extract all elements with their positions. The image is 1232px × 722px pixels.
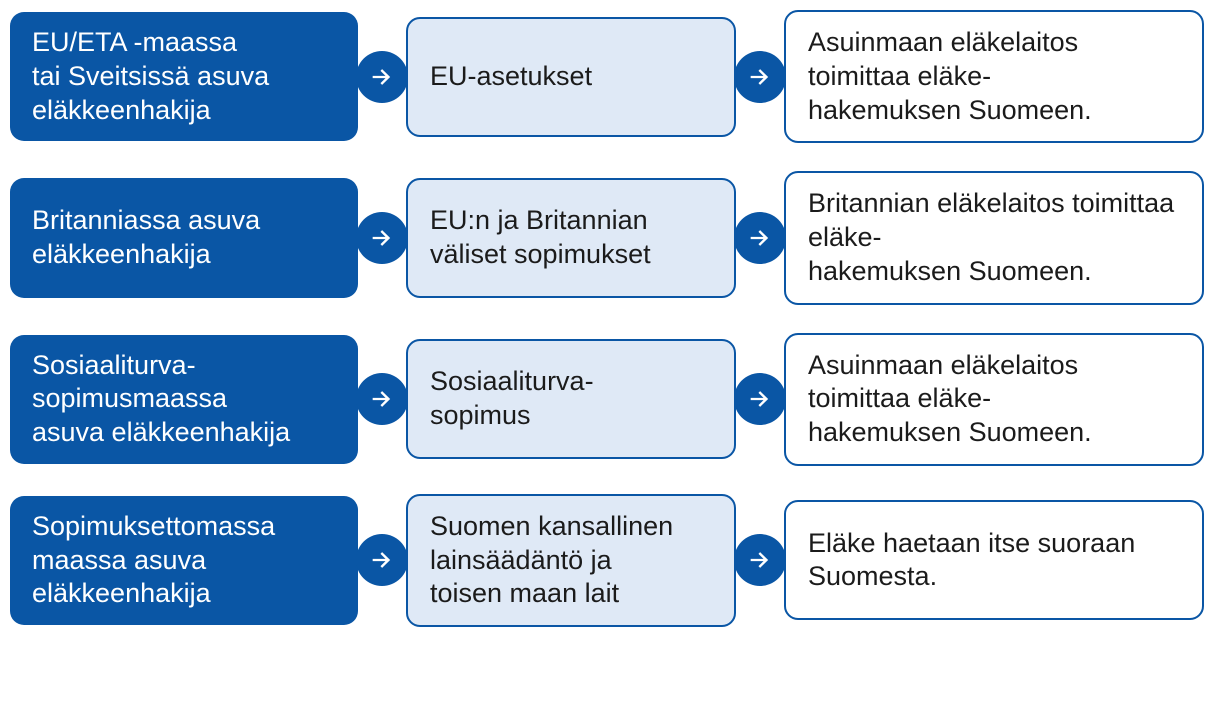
- applicant-box: Britanniassa asuva eläkkeenhakija: [10, 178, 358, 298]
- flow-row: Sopimuksettomassamaassa asuvaeläkkeenhak…: [10, 494, 1222, 627]
- regulation-box: EU:n ja Britannianväliset sopimukset: [406, 178, 736, 298]
- arrow-icon: [734, 51, 786, 103]
- regulation-text: EU-asetukset: [430, 60, 592, 94]
- applicant-box: Sopimuksettomassamaassa asuvaeläkkeenhak…: [10, 496, 358, 625]
- flow-row: EU/ETA -maassatai Sveitsissä asuvaeläkke…: [10, 10, 1222, 143]
- outcome-text: Britannian eläkelaitos toimittaa eläke-h…: [808, 187, 1180, 288]
- regulation-text: Suomen kansallinen lainsäädäntö jatoisen…: [430, 510, 712, 611]
- arrow-icon: [356, 212, 408, 264]
- outcome-text: Asuinmaan eläkelaitos toimittaa eläke-ha…: [808, 349, 1180, 450]
- arrow-icon: [356, 373, 408, 425]
- arrow-icon: [356, 51, 408, 103]
- regulation-text: EU:n ja Britannianväliset sopimukset: [430, 204, 651, 272]
- regulation-box: Sosiaaliturva-sopimus: [406, 339, 736, 459]
- regulation-text: Sosiaaliturva-sopimus: [430, 365, 594, 433]
- regulation-box: EU-asetukset: [406, 17, 736, 137]
- applicant-text: Britanniassa asuva eläkkeenhakija: [32, 204, 336, 272]
- outcome-box: Asuinmaan eläkelaitos toimittaa eläke-ha…: [784, 10, 1204, 143]
- outcome-box: Eläke haetaan itse suoraan Suomesta.: [784, 500, 1204, 620]
- flow-row: Britanniassa asuva eläkkeenhakija EU:n j…: [10, 171, 1222, 304]
- regulation-box: Suomen kansallinen lainsäädäntö jatoisen…: [406, 494, 736, 627]
- pension-application-flowchart: EU/ETA -maassatai Sveitsissä asuvaeläkke…: [10, 10, 1222, 627]
- arrow-icon: [734, 534, 786, 586]
- applicant-text: Sosiaaliturva-sopimusmaassaasuva eläkkee…: [32, 349, 290, 450]
- applicant-box: Sosiaaliturva-sopimusmaassaasuva eläkkee…: [10, 335, 358, 464]
- flow-row: Sosiaaliturva-sopimusmaassaasuva eläkkee…: [10, 333, 1222, 466]
- applicant-box: EU/ETA -maassatai Sveitsissä asuvaeläkke…: [10, 12, 358, 141]
- applicant-text: Sopimuksettomassamaassa asuvaeläkkeenhak…: [32, 510, 275, 611]
- arrow-icon: [356, 534, 408, 586]
- arrow-icon: [734, 212, 786, 264]
- outcome-box: Asuinmaan eläkelaitos toimittaa eläke-ha…: [784, 333, 1204, 466]
- outcome-box: Britannian eläkelaitos toimittaa eläke-h…: [784, 171, 1204, 304]
- arrow-icon: [734, 373, 786, 425]
- applicant-text: EU/ETA -maassatai Sveitsissä asuvaeläkke…: [32, 26, 269, 127]
- outcome-text: Eläke haetaan itse suoraan Suomesta.: [808, 527, 1180, 595]
- outcome-text: Asuinmaan eläkelaitos toimittaa eläke-ha…: [808, 26, 1180, 127]
